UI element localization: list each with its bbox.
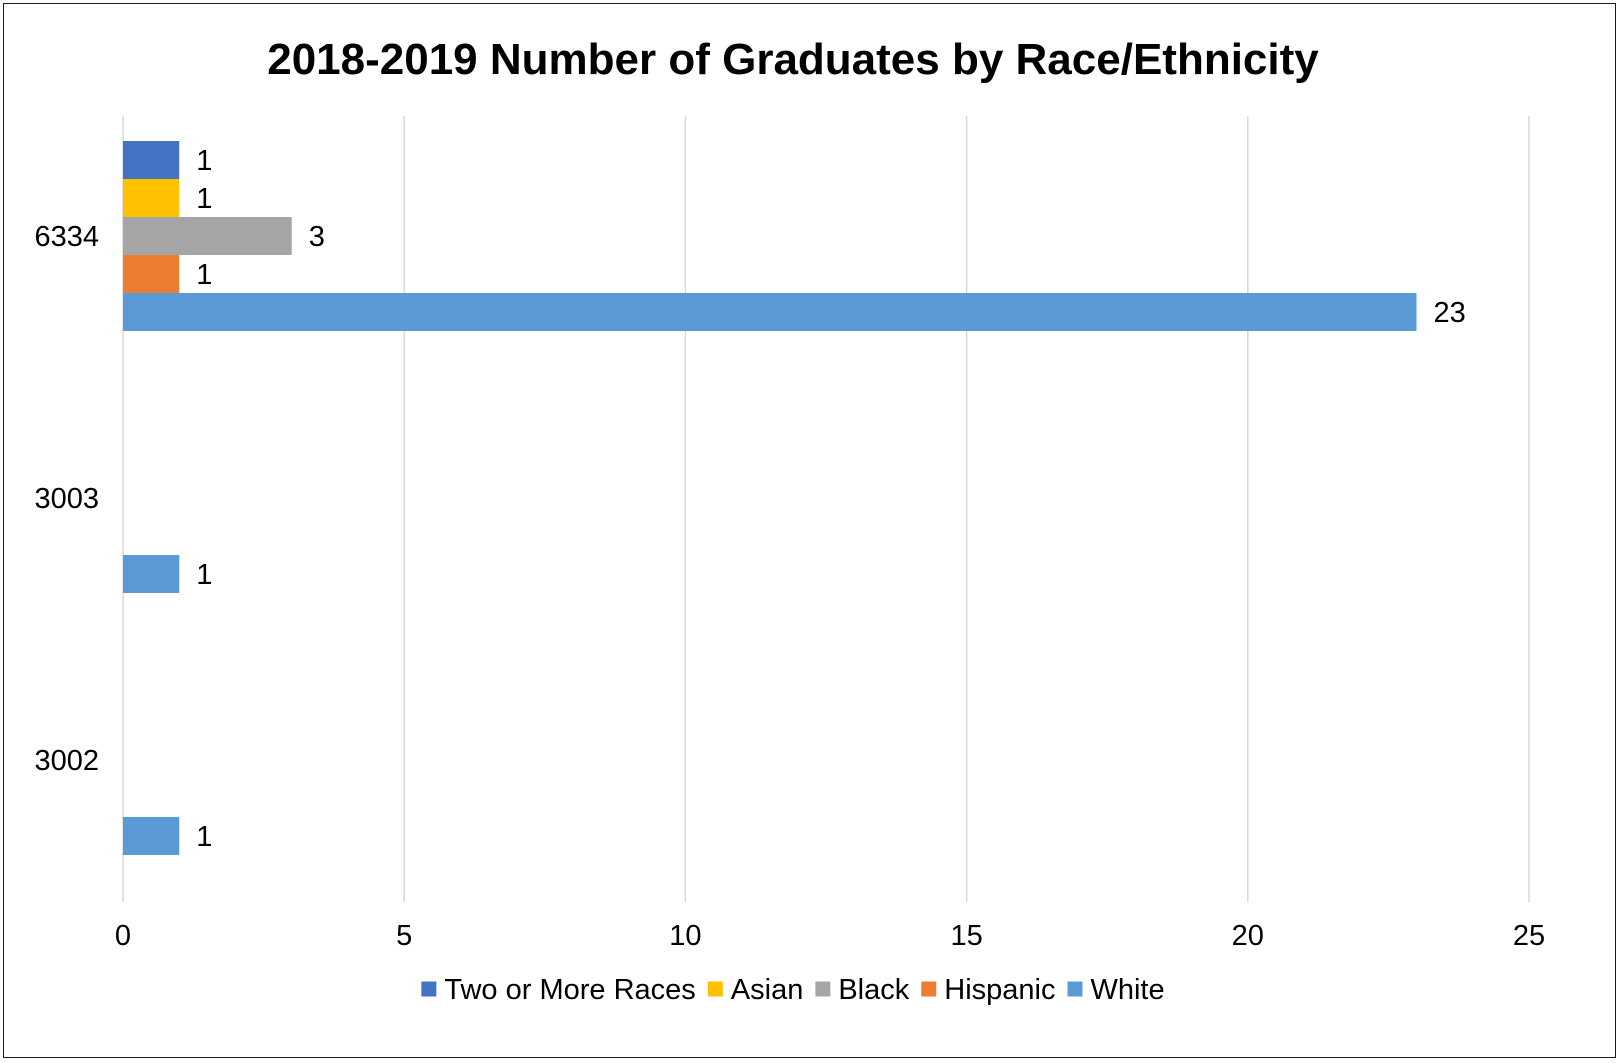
data-label: 1 xyxy=(196,259,212,291)
legend-swatch-asian xyxy=(707,981,723,997)
bar-two-or-more-races-6334 xyxy=(123,141,180,179)
legend-label-two-or-more-races: Two or More Races xyxy=(444,974,695,1006)
bar-white-6334 xyxy=(123,293,1417,331)
x-tick-label: 10 xyxy=(669,920,701,952)
bars-layer xyxy=(123,141,1417,855)
x-tick-label: 15 xyxy=(950,920,982,952)
data-label: 23 xyxy=(1434,297,1466,329)
bar-hispanic-6334 xyxy=(123,255,180,293)
data-labels-layer: 1 1 3 1 23 1 1 xyxy=(196,145,1466,853)
legend-label-white: White xyxy=(1090,974,1164,1006)
legend-swatch-hispanic xyxy=(921,981,937,997)
data-label: 1 xyxy=(196,183,212,215)
legend-swatch-white xyxy=(1067,981,1083,997)
x-tick-label: 25 xyxy=(1513,920,1545,952)
bar-asian-6334 xyxy=(123,179,180,217)
legend-label-hispanic: Hispanic xyxy=(944,974,1055,1006)
chart-svg: 2018-2019 Number of Graduates by Race/Et… xyxy=(34,35,1545,1006)
legend-swatch-two-or-more-races xyxy=(421,981,437,997)
category-label: 3003 xyxy=(34,483,99,515)
legend-swatch-black xyxy=(815,981,831,997)
chart-frame: 2018-2019 Number of Graduates by Race/Et… xyxy=(3,3,1616,1058)
grid-layer xyxy=(122,116,1530,902)
data-label: 1 xyxy=(196,145,212,177)
x-tick-label: 5 xyxy=(396,920,412,952)
legend: Two or More Races Asian Black Hispanic White xyxy=(421,974,1165,1006)
bar-white-3002 xyxy=(123,817,180,855)
data-label: 1 xyxy=(196,559,212,591)
legend-label-asian: Asian xyxy=(731,974,804,1006)
bar-white-3003 xyxy=(123,555,180,593)
x-tick-labels-layer: 0 5 10 15 20 25 xyxy=(115,920,1545,952)
x-tick-label: 0 xyxy=(115,920,131,952)
x-tick-label: 20 xyxy=(1232,920,1264,952)
category-labels-layer: 6334 3003 3002 xyxy=(34,221,99,777)
legend-label-black: Black xyxy=(838,974,909,1006)
data-label: 1 xyxy=(196,821,212,853)
category-label: 3002 xyxy=(34,745,99,777)
data-label: 3 xyxy=(309,221,325,253)
chart-title: 2018-2019 Number of Graduates by Race/Et… xyxy=(267,35,1319,84)
bar-black-6334 xyxy=(123,217,292,255)
category-label: 6334 xyxy=(34,221,99,253)
